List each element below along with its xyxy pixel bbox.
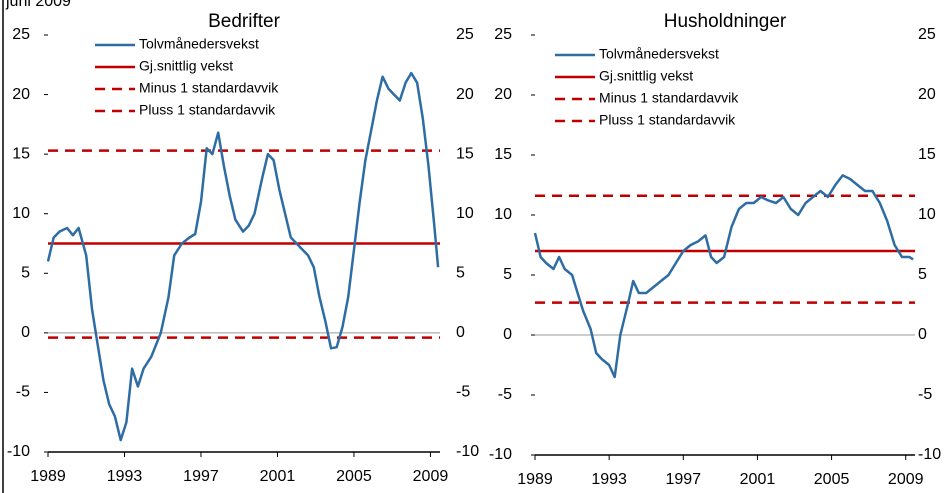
- y2-tick-label: 25: [456, 26, 474, 43]
- date-note: juni 2009: [5, 0, 71, 10]
- legend-label: Pluss 1 standardavvik: [139, 102, 276, 118]
- series-line: [46, 71, 440, 442]
- legend-label: Minus 1 standardavvik: [139, 80, 279, 96]
- y2-tick-label: 20: [456, 86, 474, 103]
- y-tick-label: 15: [12, 145, 30, 162]
- chart-title: Bedrifter: [208, 11, 280, 32]
- y2-tick-label: 5: [456, 265, 465, 282]
- y-tick-label: 10: [494, 206, 512, 223]
- y-tick-label: 0: [503, 326, 512, 343]
- y-tick-label: 20: [494, 86, 512, 103]
- x-tick-label: 1997: [665, 471, 701, 488]
- y-tick-label: 25: [494, 26, 512, 43]
- legend-bg: [93, 36, 303, 54]
- legend-label: Minus 1 standardavvik: [599, 90, 739, 106]
- x-tick-label: 1993: [591, 471, 627, 488]
- y-tick-label: 25: [12, 26, 30, 43]
- legend-bg: [93, 102, 303, 120]
- x-tick-label: 2005: [336, 468, 372, 485]
- legend-bg: [93, 58, 303, 76]
- y-tick-label: 5: [21, 265, 30, 282]
- legend-bg: [553, 46, 763, 64]
- legend-label: Pluss 1 standardavvik: [599, 112, 736, 128]
- y-tick-label: -5: [498, 386, 512, 403]
- legend-bg: [553, 112, 763, 130]
- y2-tick-label: 15: [918, 146, 936, 163]
- x-tick-label: 2005: [814, 471, 850, 488]
- x-tick-label: 2009: [413, 468, 449, 485]
- legend-bg: [93, 80, 303, 98]
- series-line: [533, 174, 914, 379]
- y-tick-label: 15: [494, 146, 512, 163]
- y2-tick-label: 0: [918, 326, 927, 343]
- legend-label: Gj.snittlig vekst: [139, 58, 233, 74]
- y2-tick-label: 15: [456, 145, 474, 162]
- x-tick-label: 1989: [517, 471, 553, 488]
- y2-tick-label: -5: [918, 386, 932, 403]
- x-tick-label: 2001: [260, 468, 296, 485]
- y-tick-label: -5: [16, 384, 30, 401]
- y-tick-label: 0: [21, 324, 30, 341]
- y2-tick-label: -10: [456, 443, 479, 460]
- y2-tick-label: -10: [918, 446, 941, 463]
- legend-bg: [553, 68, 763, 86]
- y2-tick-label: 5: [918, 266, 927, 283]
- x-tick-label: 1993: [107, 468, 143, 485]
- legend-bg: [553, 90, 763, 108]
- y-tick-label: -10: [489, 446, 512, 463]
- y2-tick-label: 25: [918, 26, 936, 43]
- x-tick-label: 1989: [30, 468, 66, 485]
- y2-tick-label: 20: [918, 86, 936, 103]
- y-tick-label: 10: [12, 205, 30, 222]
- x-tick-label: 2009: [888, 471, 924, 488]
- y2-tick-label: 10: [918, 206, 936, 223]
- y2-tick-label: -5: [456, 384, 470, 401]
- legend-label: Gj.snittlig vekst: [599, 68, 693, 84]
- legend-label: Tolvmånedersvekst: [599, 46, 719, 62]
- x-tick-label: 1997: [183, 468, 219, 485]
- legend-label: Tolvmånedersvekst: [139, 36, 259, 52]
- y-tick-label: 20: [12, 86, 30, 103]
- chart-title: Husholdninger: [664, 11, 787, 32]
- y2-tick-label: 0: [456, 324, 465, 341]
- y2-tick-label: 10: [456, 205, 474, 222]
- y-tick-label: 5: [503, 266, 512, 283]
- x-tick-label: 2001: [740, 471, 776, 488]
- y-tick-label: -10: [7, 443, 30, 460]
